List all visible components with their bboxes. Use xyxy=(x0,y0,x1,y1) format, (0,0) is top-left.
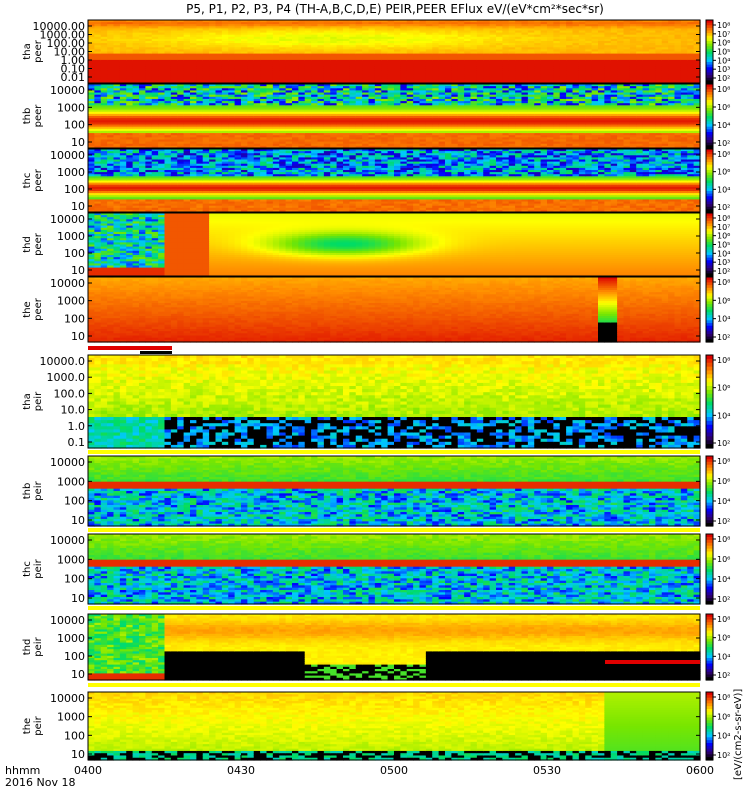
colorbar-tick-label: 10³ xyxy=(717,65,730,74)
panel-tha-peer: 10000.001000.00100.0010.001.000.100.01th… xyxy=(22,20,730,84)
figure-title: P5, P1, P2, P3, P4 (TH-A,B,C,D,E) PEIR,P… xyxy=(186,2,604,16)
colorbar-tick-label: 10⁵ xyxy=(717,48,730,57)
panel-thb-peer: 10000100010010thbpeer10⁸10⁶10⁴10² xyxy=(22,84,730,149)
colorbar-tick-label: 10⁴ xyxy=(717,56,730,65)
panels-group: 10000.001000.00100.0010.001.000.100.01th… xyxy=(22,20,730,761)
colorbar-tick-label: 10⁷ xyxy=(717,30,730,39)
colorbar-tick-label: 10² xyxy=(717,74,730,83)
y-tick-label: 0.01 xyxy=(61,71,86,84)
panel-label-probe: tha xyxy=(22,43,33,59)
colorbar-tick-label: 10⁶ xyxy=(717,39,730,48)
panel-label-species: peer xyxy=(33,39,44,63)
colorbar-tick-label: 10⁸ xyxy=(717,21,730,30)
